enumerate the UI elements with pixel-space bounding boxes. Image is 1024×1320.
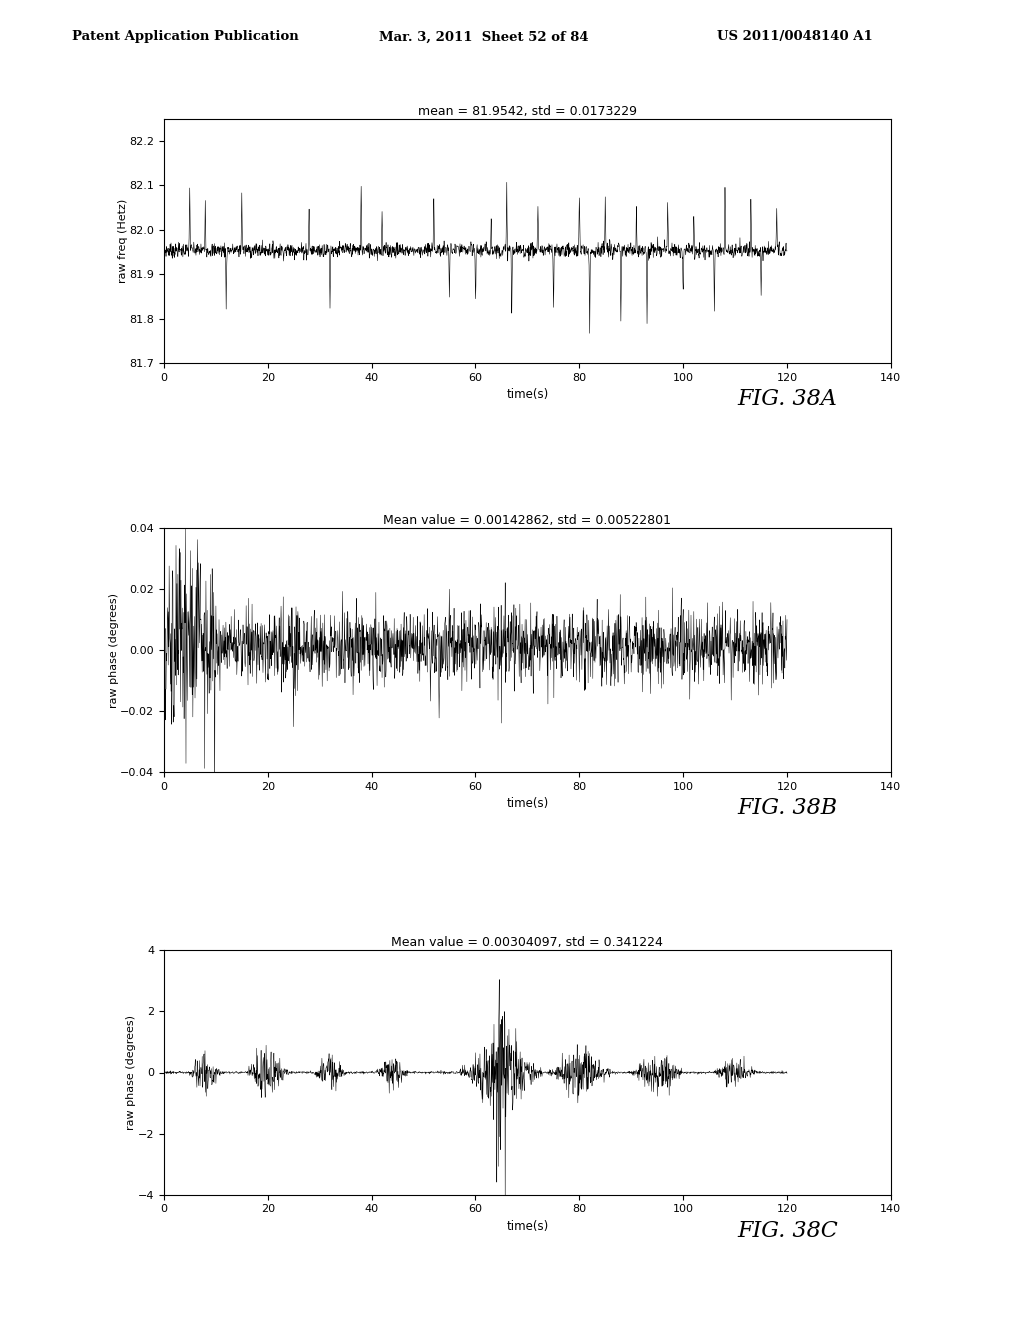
Text: FIG. 38C: FIG. 38C (737, 1220, 838, 1242)
Y-axis label: raw phase (degrees): raw phase (degrees) (126, 1015, 136, 1130)
Text: Patent Application Publication: Patent Application Publication (72, 30, 298, 44)
Title: mean = 81.9542, std = 0.0173229: mean = 81.9542, std = 0.0173229 (418, 104, 637, 117)
X-axis label: time(s): time(s) (506, 388, 549, 401)
Text: Mar. 3, 2011  Sheet 52 of 84: Mar. 3, 2011 Sheet 52 of 84 (379, 30, 589, 44)
X-axis label: time(s): time(s) (506, 1220, 549, 1233)
Text: FIG. 38A: FIG. 38A (737, 388, 838, 411)
Title: Mean value = 0.00304097, std = 0.341224: Mean value = 0.00304097, std = 0.341224 (391, 936, 664, 949)
Y-axis label: raw phase (degrees): raw phase (degrees) (109, 593, 119, 708)
Y-axis label: raw freq (Hetz): raw freq (Hetz) (118, 199, 128, 282)
Title: Mean value = 0.00142862, std = 0.00522801: Mean value = 0.00142862, std = 0.0052280… (383, 513, 672, 527)
Text: US 2011/0048140 A1: US 2011/0048140 A1 (717, 30, 872, 44)
X-axis label: time(s): time(s) (506, 797, 549, 810)
Text: FIG. 38B: FIG. 38B (737, 797, 838, 820)
